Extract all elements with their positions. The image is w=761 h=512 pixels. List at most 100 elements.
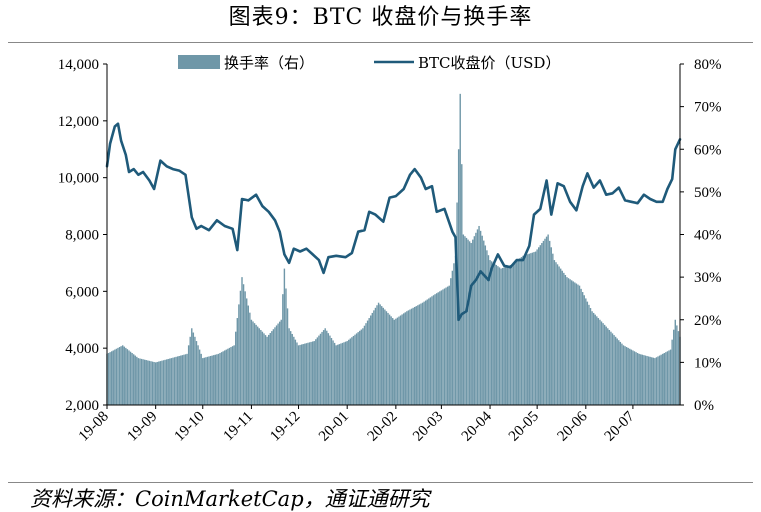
turnover-bar (354, 334, 356, 405)
turnover-bar (297, 345, 300, 405)
turnover-bar (673, 329, 675, 405)
turnover-bar (370, 315, 372, 405)
turnover-bar (285, 288, 287, 405)
turnover-bar (392, 318, 394, 405)
turnover-bar (283, 268, 286, 405)
turnover-bar (552, 253, 554, 405)
turnover-bar (286, 308, 289, 405)
legend: 换手率（右） BTC收盘价（USD） (178, 54, 560, 72)
right-tick-label: 20% (694, 313, 722, 329)
turnover-bar (257, 326, 259, 405)
turnover-bar (555, 262, 557, 405)
right-axis-ticks: 0% 10% 20% 30% 40% 50% 60% 70% 80% (680, 57, 722, 414)
turnover-bar (363, 325, 366, 405)
turnover-bar (423, 301, 425, 405)
turnover-bar (153, 361, 155, 405)
turnover-bar (490, 261, 493, 405)
turnover-bar (451, 270, 454, 405)
turnover-bar (123, 346, 125, 405)
turnover-bar (655, 357, 658, 405)
turnover-bar (420, 303, 422, 405)
turnover-bar (475, 232, 477, 405)
turnover-bar (435, 293, 438, 405)
turnover-bar (439, 291, 441, 405)
turnover-bar (657, 356, 659, 405)
turnover-bar (186, 353, 188, 405)
turnover-bar (132, 354, 135, 405)
turnover-bar (337, 344, 339, 405)
turnover-bar (644, 355, 647, 405)
turnover-bar (192, 332, 195, 405)
turnover-bar (167, 358, 169, 405)
turnover-bar (489, 260, 491, 405)
chart: 2,000 4,000 6,000 8,000 10,000 12,000 14,000 0… (58, 54, 722, 445)
turnover-bar (244, 291, 246, 405)
turnover-bar (465, 237, 468, 405)
turnover-bar (581, 292, 584, 405)
left-tick-label: 14,000 (58, 57, 99, 73)
turnover-bar (563, 272, 565, 405)
turnover-bar (437, 292, 439, 405)
turnover-bar (575, 283, 578, 405)
turnover-bar (288, 328, 290, 405)
turnover-bar (596, 316, 598, 405)
turnover-bar (352, 335, 355, 405)
turnover-bar (263, 333, 265, 405)
turnover-bar (250, 319, 253, 405)
turnover-bar (278, 321, 281, 405)
turnover-bar (151, 361, 154, 405)
turnover-bar (498, 267, 501, 405)
turnover-bar (671, 339, 673, 405)
turnover-bar (467, 239, 469, 405)
turnover-bar (417, 305, 419, 405)
turnover-bar (175, 356, 177, 405)
turnover-bar (213, 355, 215, 405)
turnover-bar (492, 262, 494, 405)
turnover-bar (266, 336, 268, 405)
turnover-bar (395, 318, 397, 405)
turnover-bar (227, 348, 229, 405)
turnover-bar (137, 358, 140, 405)
turnover-bar (495, 264, 498, 405)
turnover-bar (605, 326, 607, 405)
turnover-bar (154, 362, 157, 406)
turnover-bar (511, 264, 513, 405)
turnover-bar (351, 337, 353, 405)
turnover-bar (481, 235, 483, 405)
turnover-bar (206, 356, 209, 405)
legend-label-turnover: 换手率（右） (224, 54, 314, 72)
turnover-bar (429, 297, 432, 405)
turnover-bar (432, 295, 435, 405)
right-tick-label: 50% (694, 185, 722, 201)
turnover-bar (607, 328, 609, 405)
turnover-bar (448, 285, 450, 405)
turnover-bar (591, 311, 593, 405)
price-line (105, 122, 682, 322)
turnover-bar (403, 313, 405, 405)
turnover-bar (261, 331, 264, 405)
turnover-bar (530, 253, 532, 405)
turnover-bar (613, 335, 615, 405)
turnover-bar (189, 336, 191, 405)
turnover-bars (106, 93, 681, 406)
chart-title: 图表9：BTC 收盘价与换手率 (228, 5, 533, 30)
turnover-bar (421, 302, 424, 405)
turnover-bar (541, 243, 543, 405)
turnover-bar (264, 335, 267, 405)
turnover-bar (272, 329, 275, 405)
turnover-bar (115, 348, 118, 405)
turnover-bar (158, 361, 160, 405)
turnover-bar (398, 316, 400, 405)
turnover-bar (308, 342, 311, 405)
right-tick-label: 0% (694, 398, 714, 414)
turnover-bar (649, 356, 651, 405)
turnover-bar (208, 356, 210, 405)
turnover-bar (677, 331, 680, 405)
turnover-bar (418, 304, 421, 405)
turnover-bar (376, 305, 378, 405)
left-tick-label: 8,000 (65, 228, 99, 244)
turnover-bar (148, 360, 151, 405)
turnover-bar (349, 338, 352, 405)
turnover-bar (111, 351, 113, 405)
turnover-bar (202, 358, 204, 405)
